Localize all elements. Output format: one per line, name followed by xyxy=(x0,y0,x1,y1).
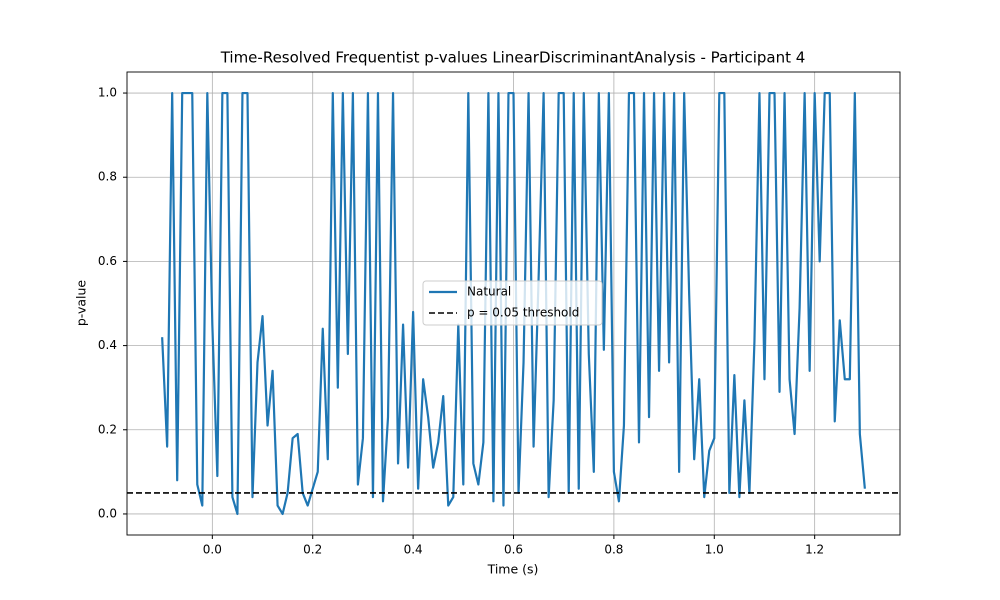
legend-box xyxy=(422,280,603,326)
x-axis-label: Time (s) xyxy=(487,562,539,577)
y-tick-label: 0.8 xyxy=(98,170,117,184)
plot-frame xyxy=(126,71,901,536)
y-tick-label: 0.0 xyxy=(98,506,117,520)
x-tick-label: 0.6 xyxy=(504,543,523,557)
data-line xyxy=(161,91,866,516)
y-tick-label: 0.2 xyxy=(98,422,117,436)
x-tick-label: 0.2 xyxy=(303,543,322,557)
x-tick-label: 1.0 xyxy=(705,543,724,557)
legend-label: p = 0.05 threshold xyxy=(467,306,579,320)
chart-title: Time-Resolved Frequentist p-values Linea… xyxy=(220,49,806,67)
y-tick-label: 0.6 xyxy=(98,254,117,268)
x-tick-label: 0.0 xyxy=(203,543,222,557)
x-tick-label: 0.4 xyxy=(404,543,423,557)
legend-label: Natural xyxy=(467,285,511,299)
x-tick-label: 0.8 xyxy=(604,543,623,557)
legend: Natural p = 0.05 threshold xyxy=(422,280,603,326)
x-tick-label: 1.2 xyxy=(805,543,824,557)
y-tick-label: 0.4 xyxy=(98,338,117,352)
y-tick-label: 1.0 xyxy=(98,86,117,100)
y-axis-label: p-value xyxy=(74,280,89,327)
